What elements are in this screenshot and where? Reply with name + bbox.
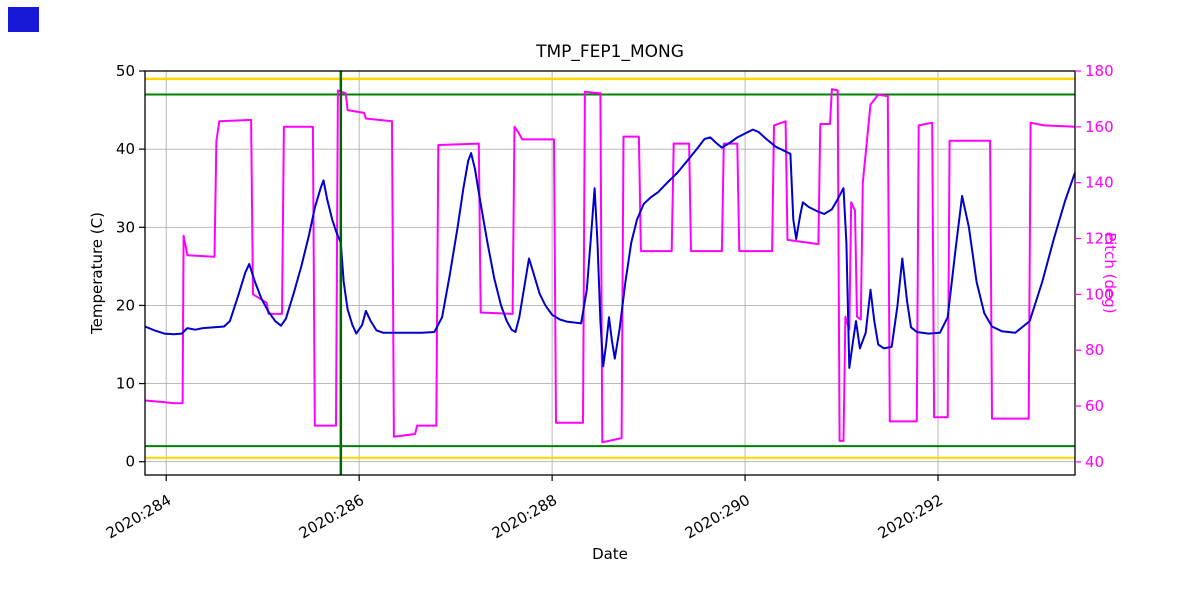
- pitch-line: [144, 88, 1076, 444]
- x-tick-label: 2020:284: [103, 491, 174, 543]
- y-left-tick-label: 40: [116, 140, 135, 158]
- y-right-tick-label: 140: [1085, 174, 1114, 192]
- y-right-tick-label: 160: [1085, 118, 1114, 136]
- x-tick-label: 2020:290: [682, 491, 753, 543]
- temperature-line: [144, 128, 1076, 369]
- y-left-tick-label: 20: [116, 296, 135, 314]
- y-right-tick-label: 120: [1085, 230, 1114, 248]
- y-left-tick-label: 50: [116, 62, 135, 80]
- y-right-tick-label: 40: [1085, 453, 1104, 471]
- y-right-tick-label: 80: [1085, 341, 1104, 359]
- y-right-tick-label: 180: [1085, 62, 1114, 80]
- x-tick-label: 2020:286: [296, 491, 367, 543]
- y-left-tick-label: 10: [116, 375, 135, 393]
- x-tick-label: 2020:288: [489, 491, 560, 543]
- x-tick-label: 2020:292: [875, 491, 946, 543]
- plot-border: [144, 70, 1076, 476]
- chart-title: TMP_FEP1_MONG: [536, 42, 684, 62]
- y-left-tick-label: 0: [125, 453, 135, 471]
- x-axis-label: Date: [592, 545, 628, 563]
- y-right-tick-label: 100: [1085, 285, 1114, 303]
- y-left-tick-label: 30: [116, 218, 135, 236]
- y-right-tick-label: 60: [1085, 397, 1104, 415]
- corner-blue-marker: [8, 7, 39, 32]
